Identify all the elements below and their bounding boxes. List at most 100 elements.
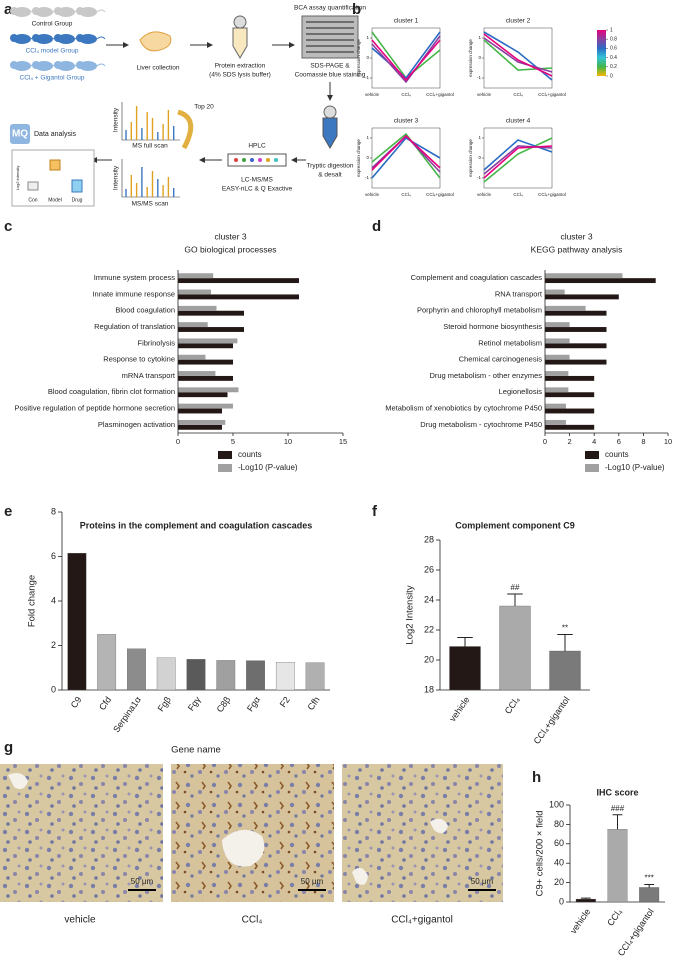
category-label: Blood coagulation [115, 306, 175, 315]
significance-label: ## [511, 583, 520, 592]
bar [545, 305, 586, 311]
y-axis-label: expression change [356, 39, 361, 77]
y-tick-label: 4 [51, 595, 56, 605]
x-tick-label: 8 [641, 437, 645, 446]
category-label: Chemical carcinogenesis [459, 355, 543, 364]
y-axis-label: Fold change [27, 575, 38, 627]
bar [178, 375, 233, 381]
x-tick-label: vehicle [477, 92, 492, 97]
panel-label: e [4, 503, 12, 520]
panel-label: a [4, 1, 13, 18]
panel-label: g [4, 739, 13, 756]
category-label: Fibrinolysis [137, 338, 175, 347]
mouse-head [10, 34, 18, 42]
bar [545, 392, 595, 398]
axis-label: Log2 intensity [15, 166, 20, 191]
colorbar-label: 0 [610, 73, 613, 79]
bar [178, 327, 244, 332]
error-bar [580, 897, 591, 900]
category-label: Porphyrin and chlorophyll metabolism [417, 306, 542, 315]
image-label: vehicle [64, 915, 96, 926]
circle [266, 158, 270, 162]
y-tick-label: 1 [366, 35, 369, 40]
category-label: Metabolism of xenobiotics by cytochrome … [385, 404, 542, 413]
category-label: RNA transport [495, 289, 543, 298]
x-tick-label: CCl₄ [401, 92, 410, 97]
y-tick-label: 6 [51, 551, 56, 561]
group-label: Model [48, 197, 62, 203]
error-bar [644, 884, 655, 888]
x-tick-label: 0 [543, 437, 547, 446]
series-line [483, 145, 553, 179]
bar [178, 408, 222, 414]
x-tick-label: C8β [215, 695, 233, 714]
mouse-groups [10, 7, 106, 71]
x-tick-label: C9 [69, 695, 84, 710]
scale-label: 50 μm [301, 877, 324, 886]
y-tick-label: 8 [51, 506, 56, 516]
y-tick-label: 1 [478, 35, 481, 40]
y-axis-label: expression change [468, 39, 473, 77]
series-line [483, 33, 553, 77]
ihc-image [342, 764, 503, 902]
step-label: (4% SDS lysis buffer) [209, 72, 271, 79]
legend-label: -Log10 (P-value) [605, 463, 665, 472]
legend-swatch [585, 451, 599, 459]
group-label: CCl₄ + Gigantol Group [20, 75, 85, 82]
y-tick-label: 20 [424, 654, 434, 664]
gel-icon [301, 15, 359, 59]
bar [639, 887, 660, 903]
y-tick-label: 60 [554, 838, 564, 848]
bar [186, 659, 206, 691]
bar [178, 343, 233, 349]
bar [178, 387, 239, 393]
y-tick-label: 40 [554, 858, 564, 868]
group-label: Con [28, 197, 37, 203]
y-tick-label: 28 [424, 534, 434, 544]
mouse-head [32, 34, 40, 42]
axis-label: Intensity [113, 107, 120, 132]
mouse-head [54, 7, 62, 15]
category-label: Response to cytokine [103, 355, 175, 364]
y-tick-label: 0 [478, 155, 481, 160]
bar [549, 650, 581, 691]
tube-cap [233, 15, 247, 29]
step-label: MS/MS scan [132, 201, 169, 208]
top-arrow [177, 109, 194, 150]
legend-swatch [218, 451, 232, 459]
category-label: Legionellosis [499, 387, 543, 396]
y-tick-label: -1 [365, 175, 369, 180]
step-label: MS full scan [132, 143, 168, 150]
bar [449, 646, 481, 691]
x-tick-label: 0 [176, 437, 180, 446]
x-tick-label: vehicle [568, 907, 592, 936]
liver-icon [139, 31, 172, 52]
step-label: Liver collection [137, 65, 180, 72]
x-tick-label: 15 [339, 437, 347, 446]
bar [305, 662, 325, 691]
x-tick-label: 10 [284, 437, 292, 446]
y-tick-label: 1 [366, 135, 369, 140]
series-line [483, 31, 553, 81]
chart-title: cluster 3 [560, 231, 592, 241]
chart-title: Proteins in the complement and coagulati… [80, 520, 313, 530]
chart-title: cluster 1 [394, 18, 419, 25]
circle [250, 158, 254, 162]
image-label: CCl₄ [242, 915, 263, 926]
y-tick-label: 22 [424, 624, 434, 634]
bar [545, 322, 570, 328]
bar [545, 310, 607, 316]
x-tick-label: 10 [664, 437, 672, 446]
step-label: HPLC [248, 143, 266, 150]
x-tick-label: vehicle [365, 92, 380, 97]
bar [246, 660, 265, 691]
bar [545, 424, 595, 430]
x-tick-label: CCl₄ [513, 192, 522, 197]
x-tick-label: vehicle [447, 695, 471, 724]
mouse-head [10, 61, 18, 69]
spectrum-axis [121, 102, 180, 141]
mouse-head [76, 7, 84, 15]
step-label: EASY-nLC & Q Exactive [222, 186, 293, 193]
mouse-head [32, 61, 40, 69]
bar [545, 278, 656, 284]
